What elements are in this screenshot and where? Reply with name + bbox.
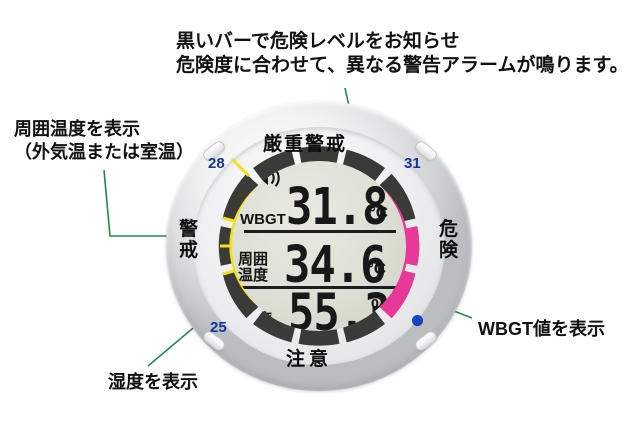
zone-label-warning: 警 戒: [178, 219, 199, 262]
annotation-ambient-temperature: 周囲温度を表示 （外気温または室温）: [14, 119, 194, 163]
annotation-wbgt-value: WBGT値を表示: [478, 319, 605, 339]
zone-label-caution: 注意: [286, 349, 333, 370]
lcd-label-ambient-temperature: 周囲 温度: [238, 251, 269, 285]
lcd-unit-ambient-temperature: °C: [367, 259, 387, 278]
lcd-display: WBGT 31.8 °C 周囲 温度 34.6 °C 湿度 55.3 %: [232, 161, 406, 331]
zone-filled-blocks: [375, 226, 420, 319]
alarm-speaker-icon: [259, 169, 280, 187]
wbgt-meter-device: 厳重警戒 注意 警 戒 危 険 28 31 25 WBGT 31.8 °C 周囲…: [166, 101, 472, 391]
lcd-value-ambient-temperature: 34.6: [284, 235, 387, 295]
zone-label-severe-warning: 厳重警戒: [263, 134, 348, 155]
annotation-alarm-levels: 黒いバーで危険レベルをお知らせ 危険度に合わせて、異なる警告アラームが鳴ります。: [176, 31, 629, 77]
lcd-value-humidity: 55.3: [288, 283, 391, 331]
scale-mark-25: 25: [210, 319, 227, 336]
lcd-divider-1: [244, 230, 396, 233]
lcd-unit-humidity: %: [371, 296, 389, 318]
lcd-label-humidity: 湿度: [242, 311, 273, 328]
lcd-value-wbgt: 31.8: [286, 177, 389, 237]
lcd-row-ambient-temperature: 周囲 温度 34.6 °C: [232, 233, 406, 295]
zone-label-danger: 危 険: [438, 219, 459, 262]
lcd-row-humidity: 湿度 55.3 %: [232, 283, 406, 331]
scale-mark-31: 31: [404, 155, 421, 172]
lcd-divider-2: [240, 286, 400, 289]
lcd-row-wbgt: WBGT 31.8 °C: [232, 177, 406, 237]
scale-mark-28: 28: [208, 155, 225, 172]
annotation-humidity: 湿度を表示: [108, 372, 198, 392]
lcd-label-wbgt: WBGT: [240, 211, 286, 228]
lcd-unit-wbgt: °C: [369, 203, 389, 222]
indicator-dot: [412, 315, 423, 326]
